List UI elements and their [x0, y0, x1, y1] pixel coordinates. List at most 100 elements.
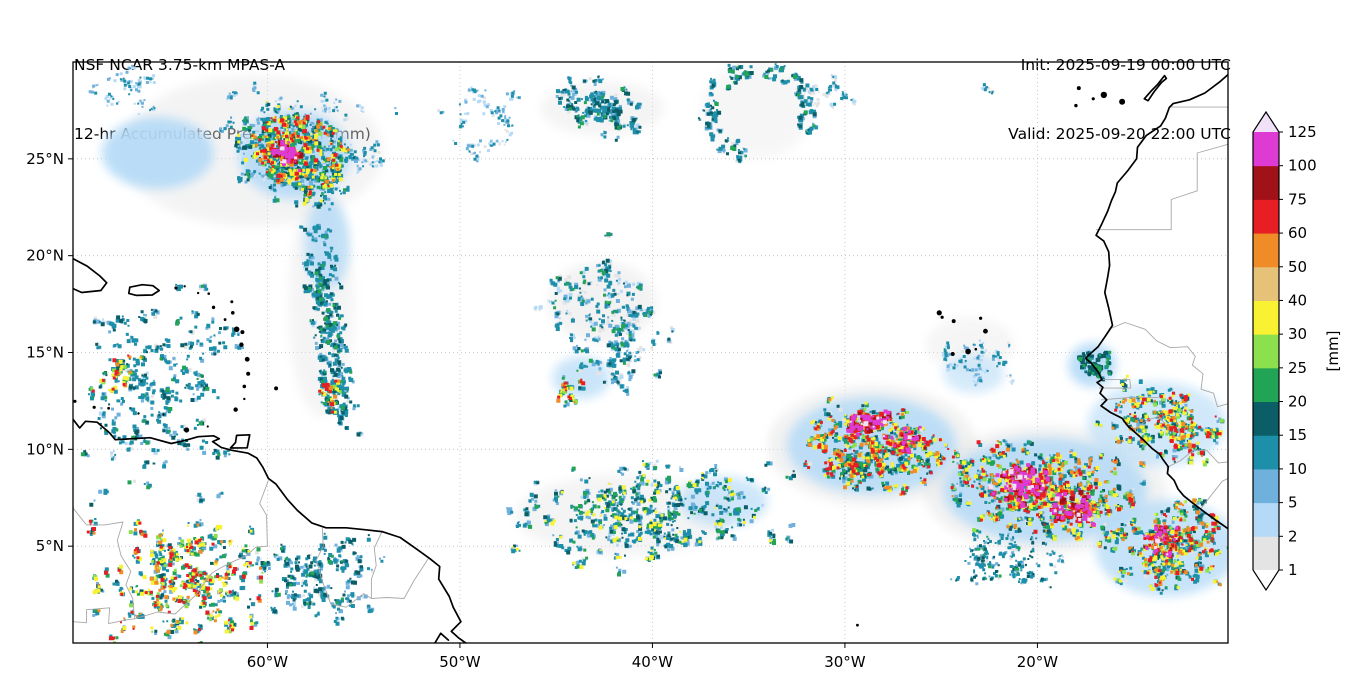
coastline-puerto_rico [127, 283, 161, 297]
island [1074, 103, 1078, 108]
colorbar-tick-label: 1 [1288, 561, 1298, 579]
colorbar-segment [1253, 401, 1279, 436]
island [233, 407, 238, 412]
island [1091, 97, 1095, 101]
border-senegal_guinea_bissau [1100, 396, 1159, 401]
island [183, 285, 186, 288]
colorbar-under-arrow [1253, 570, 1279, 590]
island [92, 405, 96, 409]
island [983, 328, 988, 334]
colorbar-tick-label: 40 [1288, 291, 1307, 309]
colorbar-tick-label: 50 [1288, 258, 1307, 276]
island [856, 623, 859, 627]
lat-tick-label: 15°N [26, 344, 64, 362]
precip-cells-magenta [270, 140, 1179, 558]
island [230, 300, 234, 304]
colorbar-over-arrow [1253, 112, 1279, 132]
precip-cells [80, 63, 1228, 643]
island [974, 347, 978, 351]
island [174, 286, 178, 290]
lat-tick-label: 5°N [36, 537, 64, 555]
colorbar-tick-label: 5 [1288, 494, 1298, 512]
island [1076, 86, 1081, 91]
precip-shield [679, 476, 768, 527]
island [233, 326, 240, 333]
island [979, 316, 983, 320]
coastline-amazon_mouth [434, 632, 450, 643]
island [137, 412, 140, 415]
island [246, 371, 251, 376]
island [207, 292, 211, 295]
colorbar-tick-label: 25 [1288, 359, 1307, 377]
island [211, 305, 216, 310]
island [223, 318, 227, 321]
colorbar-tick-label: 30 [1288, 325, 1307, 343]
colorbar-segment [1253, 435, 1279, 470]
colorbar-segment [1253, 334, 1279, 369]
colorbar-segment [1253, 233, 1279, 268]
colorbar-segment [1253, 502, 1279, 537]
border-guinea_sierra_leone [1166, 449, 1228, 469]
colorbar-tick-label: 100 [1288, 157, 1317, 175]
border-guyana_suriname [316, 527, 332, 605]
coastline-hispaniola [73, 257, 108, 294]
lat-tick-label: 25°N [26, 150, 64, 168]
geography [73, 73, 1228, 643]
island [73, 399, 77, 403]
island [230, 310, 235, 315]
border-frguiana_brazil [371, 558, 429, 599]
colorbar-segment [1253, 300, 1279, 335]
colorbar-segment [1253, 199, 1279, 234]
island [206, 425, 209, 428]
precip-cells-green [80, 66, 1228, 643]
border-gambia_south [1099, 379, 1132, 389]
island [239, 342, 244, 347]
border-colombia_brazil [73, 607, 135, 625]
border-venezuela_colombia [73, 507, 136, 619]
colorbar-segment [1253, 132, 1279, 167]
island [1100, 91, 1108, 99]
island [965, 348, 971, 355]
island [196, 291, 200, 295]
border-venezuela_brazil_guyana [134, 480, 269, 620]
colorbar-segment [1253, 468, 1279, 504]
lon-tick-label: 40°W [632, 653, 674, 671]
coastline-fuerteventura_lanzarote [1143, 74, 1168, 102]
island [274, 386, 279, 391]
lat-tick-label: 20°N [26, 247, 64, 265]
valid-time: Valid: 2025-09-20 22:00 UTC [1008, 125, 1231, 143]
border-sierra_leone_liberia [1200, 477, 1228, 509]
lon-tick-label: 60°W [247, 653, 289, 671]
island [240, 330, 245, 335]
island [242, 384, 247, 389]
lon-tick-label: 20°W [1017, 653, 1059, 671]
colorbar-tick-label: 10 [1288, 460, 1307, 478]
colorbar-segment [1253, 536, 1279, 571]
colorbar-segment [1253, 367, 1279, 403]
precip-shield [101, 117, 214, 189]
coastline-trinidad [229, 433, 251, 449]
coastline-south_america [73, 418, 467, 643]
lat-tick-label: 10°N [26, 440, 64, 458]
island [1119, 98, 1126, 105]
island [183, 427, 190, 433]
lon-tick-label: 50°W [439, 653, 481, 671]
border-suriname_frguiana [370, 531, 383, 599]
axis-labels: 25°N 20°N 15°N 10°N 5°N 60°W 50°W 40°W 30°W 20°W [26, 150, 1058, 671]
precipitation-field [80, 62, 1228, 643]
island [940, 315, 944, 319]
coastline-africa [1084, 73, 1228, 530]
colorbar-tick-label: 15 [1288, 426, 1307, 444]
colorbar-tick-label: 125 [1288, 123, 1317, 141]
border-ws_mauritania [1096, 143, 1228, 231]
border-suriname_brazil [330, 593, 372, 608]
colorbar-segment [1253, 165, 1279, 200]
run-info-block: Init: 2025-09-19 00:00 UTC Valid: 2025-0… [1008, 8, 1231, 192]
colorbar-tick-label: 60 [1288, 224, 1307, 242]
colorbar-segment [1253, 266, 1279, 301]
lon-tick-label: 30°W [824, 653, 866, 671]
island [243, 397, 246, 401]
